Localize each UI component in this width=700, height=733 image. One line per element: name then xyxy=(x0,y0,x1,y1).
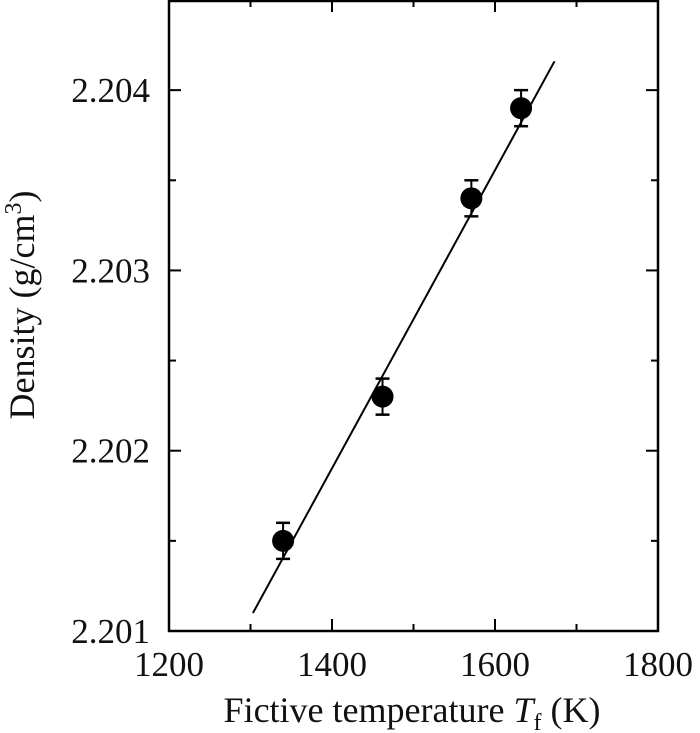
filled-circle-marker xyxy=(272,529,295,552)
y-tick-labels: 2.201 2.202 2.203 2.204 xyxy=(71,71,150,651)
data-point xyxy=(510,88,533,128)
y-tick-label: 2.204 xyxy=(71,71,150,110)
data-point xyxy=(371,377,394,416)
data-points xyxy=(272,88,533,561)
filled-circle-marker xyxy=(510,97,533,120)
filled-circle-marker xyxy=(371,385,394,408)
y-tick-label: 2.203 xyxy=(71,251,150,290)
y-tick-label: 2.201 xyxy=(71,612,150,651)
plot-frame xyxy=(167,0,660,633)
y-tick-label: 2.202 xyxy=(71,432,150,471)
x-tick-label: 1400 xyxy=(297,645,367,684)
axis-ticks xyxy=(168,0,659,632)
filled-circle-marker xyxy=(460,187,483,210)
x-tick-label: 1800 xyxy=(623,645,693,684)
linear-fit-line xyxy=(252,60,556,614)
plot-border xyxy=(167,0,660,633)
x-tick-labels: 1200 1400 1600 1800 xyxy=(134,645,693,684)
x-tick-label: 1200 xyxy=(134,645,204,684)
fit-line xyxy=(252,60,556,614)
data-point xyxy=(272,521,295,561)
data-point xyxy=(460,179,483,218)
x-tick-label: 1600 xyxy=(460,645,530,684)
y-axis-label: Density (g/cm3) xyxy=(1,191,42,420)
x-axis-label: Fictive temperature Tf (K) xyxy=(224,690,601,733)
